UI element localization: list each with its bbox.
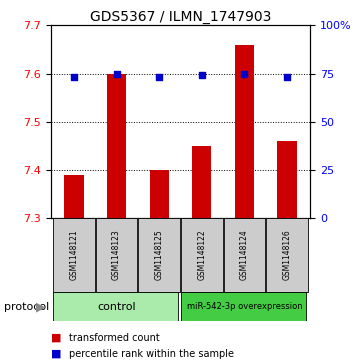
Text: GSM1148122: GSM1148122 [197,230,206,280]
Text: protocol: protocol [4,302,49,312]
Bar [64,175,83,218]
Title: GDS5367 / ILMN_1747903: GDS5367 / ILMN_1747903 [90,11,271,24]
Bar [266,218,308,292]
Bar [96,218,138,292]
Bar [149,170,169,218]
Bar [107,73,126,218]
Bar [181,292,306,321]
Text: GSM1148125: GSM1148125 [155,230,164,280]
Point [284,74,290,80]
Text: transformed count: transformed count [69,333,159,343]
Bar [181,218,223,292]
Bar [53,218,95,292]
Text: ■: ■ [51,333,61,343]
Point [199,73,205,78]
Text: miR-542-3p overexpression: miR-542-3p overexpression [187,302,302,311]
Text: control: control [97,302,136,312]
Point [156,74,162,80]
Bar [235,45,254,218]
Text: GSM1148124: GSM1148124 [240,230,249,280]
Text: GSM1148123: GSM1148123 [112,230,121,280]
Bar [138,218,180,292]
Bar [278,141,297,218]
Text: GSM1148126: GSM1148126 [283,230,292,280]
Bar [53,292,178,321]
Text: GSM1148121: GSM1148121 [69,230,78,280]
Bar [192,146,212,218]
Point [114,70,119,76]
Text: ▶: ▶ [36,300,46,313]
Bar [223,218,265,292]
Point [71,74,77,80]
Point [242,70,247,76]
Text: ■: ■ [51,349,61,359]
Text: percentile rank within the sample: percentile rank within the sample [69,349,234,359]
